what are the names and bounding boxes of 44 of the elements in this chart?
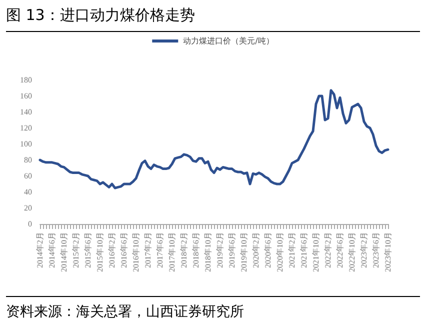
text: 资料来源：海关总署，山西证券研究所	[6, 296, 420, 321]
x-tick-label: 2014年10月	[60, 232, 68, 272]
x-tick-label: 2021年2月	[288, 232, 296, 268]
x-tick-label: 2022年2月	[324, 232, 332, 268]
x-tick-label: 2023年10月	[384, 232, 392, 272]
legend-label: 动力煤进口价（美元/吨）	[183, 36, 274, 46]
x-tick-label: 2016年6月	[120, 232, 128, 268]
x-tick-label: 2019年10月	[240, 232, 248, 272]
line-series	[38, 89, 390, 190]
x-tick-label: 2018年2月	[180, 232, 188, 268]
chart-title: 图 13：进口动力煤价格走势	[6, 6, 420, 32]
x-tick-label: 2018年10月	[204, 232, 212, 272]
x-tick-label: 2019年2月	[216, 232, 224, 268]
x-tick-label: 2021年10月	[312, 232, 320, 272]
y-tick-label: 180	[20, 76, 32, 84]
x-tick-label: 2023年2月	[360, 232, 368, 268]
x-tick-label: 2017年10月	[168, 232, 176, 272]
y-tick-label: 140	[20, 108, 32, 116]
y-tick-label: 40	[24, 188, 32, 196]
y-tick-label: 20	[24, 204, 32, 212]
y-tick-label: 80	[24, 156, 32, 164]
x-tick-label: 2020年10月	[276, 232, 284, 272]
x-tick-label: 2014年2月	[36, 232, 44, 268]
x-tick-label: 2021年6月	[300, 232, 308, 268]
x-tick-label: 2015年6月	[84, 232, 92, 268]
x-tick-label: 2015年10月	[96, 232, 104, 272]
y-tick-label: 100	[20, 140, 32, 148]
x-tick-label: 2020年2月	[252, 232, 260, 268]
y-tick-label: 60	[24, 172, 32, 180]
y-tick-label: 0	[28, 220, 32, 228]
x-tick-label: 2023年6月	[372, 232, 380, 268]
y-tick-label: 120	[20, 124, 32, 132]
x-tick-label: 2020年6月	[264, 232, 272, 268]
x-tick-label: 2022年6月	[336, 232, 344, 268]
x-tick-label: 2019年6月	[228, 232, 236, 268]
x-tick-label: 2017年2月	[144, 232, 152, 268]
y-tick-label: 160	[20, 92, 32, 100]
x-tick-label: 2015年2月	[72, 232, 80, 268]
x-tick-label: 2017年6月	[156, 232, 164, 268]
x-tick-label: 2018年6月	[192, 232, 200, 268]
x-tick-label: 2022年10月	[348, 232, 356, 272]
x-tick-label: 2014年6月	[48, 232, 56, 268]
x-tick-label: 2016年10月	[132, 232, 140, 272]
x-tick-label: 2016年2月	[108, 232, 116, 268]
